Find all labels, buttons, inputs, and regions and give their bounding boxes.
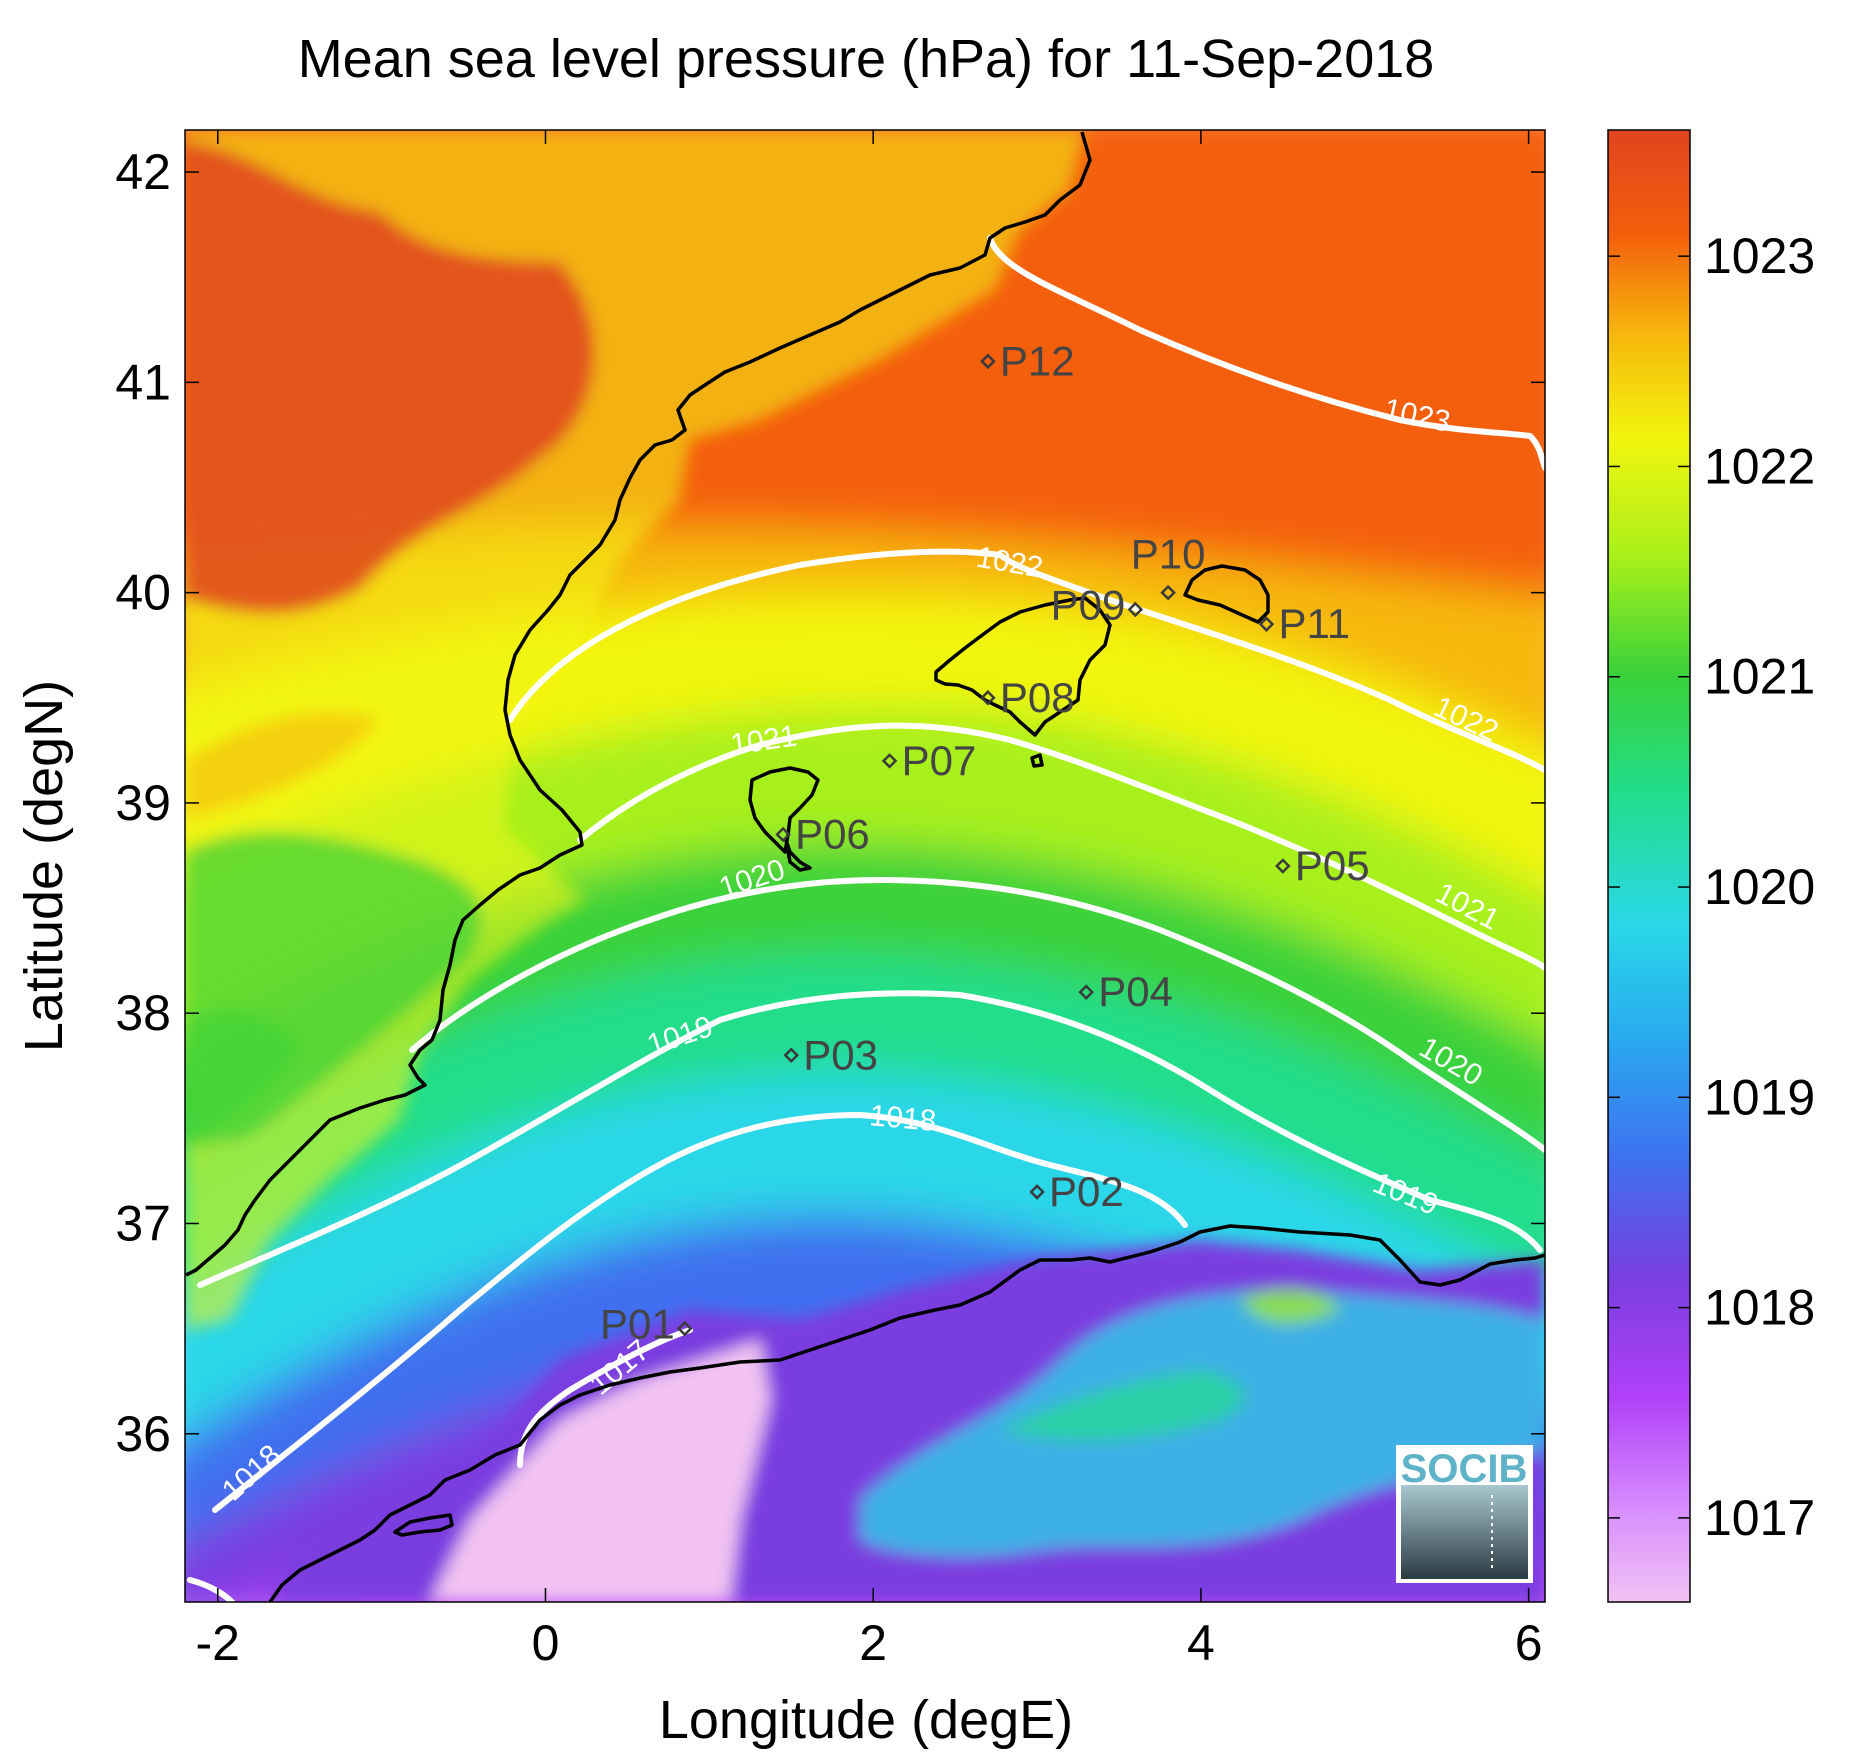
station-label: P03 — [803, 1031, 878, 1078]
contour-1022 — [507, 548, 1545, 773]
station-label: P02 — [1049, 1168, 1124, 1215]
station-marker — [881, 753, 898, 769]
colorbar-ticks: 1017 1018 1019 1020 1021 1022 1023 — [1608, 228, 1815, 1546]
contour-1023 — [987, 235, 1545, 471]
x-tick-label: 0 — [532, 1615, 560, 1671]
x-tick-label: 6 — [1515, 1615, 1543, 1671]
socib-logo-text: SOCIB — [1401, 1447, 1528, 1491]
colorbar-tick-label: 1023 — [1704, 228, 1815, 284]
chart-title: Mean sea level pressure (hPa) for 11-Sep… — [298, 29, 1435, 89]
ibiza-coastline — [748, 766, 820, 854]
station-marker — [1127, 601, 1144, 618]
plot-area: 1017 1018 1018 1019 1019 1020 1020 1021 … — [185, 130, 1545, 1602]
land-shading — [185, 130, 1085, 1330]
station-marker — [1160, 584, 1176, 601]
colorbar-tick-label: 1020 — [1704, 859, 1815, 915]
y-tick-label: 37 — [115, 1195, 171, 1251]
contour-1019 — [197, 990, 1543, 1288]
station-marker — [1078, 984, 1094, 1000]
socib-logo: SOCIB — [1396, 1445, 1533, 1583]
colorbar — [1607, 129, 1691, 1603]
y-tick-label: 36 — [115, 1406, 171, 1462]
station-marker — [676, 1320, 693, 1337]
y-tick-label: 38 — [115, 985, 171, 1041]
station-label: P08 — [1000, 674, 1075, 721]
colorbar-tick-label: 1021 — [1704, 649, 1815, 705]
cabrera-coastline — [1030, 753, 1044, 768]
north-africa-coastline — [268, 1224, 1545, 1602]
station-marker — [1258, 616, 1275, 632]
y-tick-label: 42 — [115, 144, 171, 200]
station-marker — [1029, 1184, 1045, 1200]
station-marker — [980, 690, 996, 706]
contour-1018 — [212, 1111, 1188, 1513]
x-tick-label: 2 — [859, 1615, 887, 1671]
mallorca-coastline — [934, 596, 1112, 737]
contour-1021 — [577, 722, 1545, 971]
y-axis-label: Latitude (degN) — [14, 680, 74, 1052]
station-label: P01 — [600, 1301, 675, 1348]
colorbar-tick-label: 1017 — [1704, 1490, 1815, 1546]
station-marker — [775, 826, 791, 843]
station-label: P10 — [1131, 531, 1206, 578]
station-marker — [783, 1047, 800, 1064]
alboran-islet — [393, 1513, 454, 1537]
axes-frame — [184, 129, 1546, 1603]
coastlines — [185, 131, 1545, 1602]
x-tick-label: -2 — [196, 1615, 240, 1671]
pressure-contours — [187, 235, 1545, 1602]
station-label: P04 — [1098, 968, 1173, 1015]
y-tick-label: 39 — [115, 775, 171, 831]
y-tick-label: 40 — [115, 565, 171, 621]
iberian-coastline — [185, 131, 1092, 1277]
formentera-coastline — [784, 838, 812, 872]
station-marker — [980, 353, 996, 370]
colorbar-tick-label: 1019 — [1704, 1069, 1815, 1125]
colorbar-tick-label: 1018 — [1704, 1280, 1815, 1336]
station-marker — [1275, 858, 1291, 874]
station-label: P07 — [902, 737, 977, 784]
x-axis-label: Longitude (degE) — [659, 1690, 1073, 1750]
contour-1020 — [409, 876, 1545, 1153]
x-tick-label: 4 — [1187, 1615, 1215, 1671]
menorca-coastline — [1183, 564, 1270, 624]
station-label: P05 — [1295, 842, 1370, 889]
x-axis: -2 0 2 4 6 — [196, 130, 1543, 1671]
north-africa-land — [270, 1240, 1545, 1602]
contour-label: 1018 — [868, 1099, 937, 1138]
y-axis: 36 37 38 39 40 41 42 — [115, 144, 1545, 1462]
station-label: P09 — [1051, 581, 1126, 628]
contour-1018-corner — [187, 1577, 235, 1602]
y-tick-label: 41 — [115, 354, 171, 410]
station-label: P06 — [795, 810, 870, 857]
station-label: P11 — [1278, 600, 1350, 647]
station-label: P12 — [1000, 337, 1075, 384]
colorbar-tick-label: 1022 — [1704, 438, 1815, 494]
